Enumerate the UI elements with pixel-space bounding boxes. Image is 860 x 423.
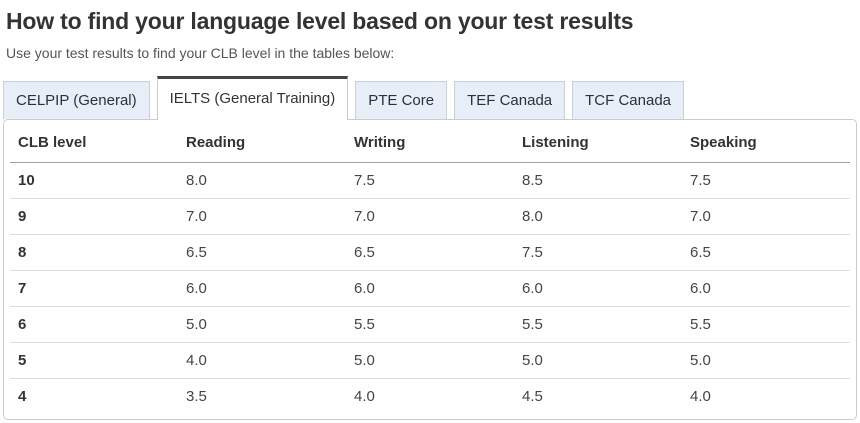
clb-level-cell: 6: [10, 306, 178, 343]
speaking-cell: 6.5: [682, 234, 850, 271]
writing-cell: 6.5: [346, 234, 514, 271]
column-header-reading: Reading: [178, 122, 346, 163]
ielts-clb-panel: CLB level Reading Writing Listening Spea…: [3, 119, 857, 420]
tab-ielts-general-training[interactable]: IELTS (General Training): [156, 76, 349, 120]
reading-cell: 7.0: [178, 198, 346, 235]
reading-cell: 3.5: [178, 378, 346, 414]
page-subtitle: Use your test results to find your CLB l…: [6, 45, 395, 61]
column-header-speaking: Speaking: [682, 122, 850, 163]
tab-tef-canada[interactable]: TEF Canada: [454, 81, 566, 119]
clb-level-cell: 5: [10, 342, 178, 379]
listening-cell: 4.5: [514, 378, 682, 414]
speaking-cell: 5.5: [682, 306, 850, 343]
clb-level-cell: 8: [10, 234, 178, 271]
writing-cell: 5.5: [346, 306, 514, 343]
clb-level-cell: 4: [10, 378, 178, 414]
test-tabs: CELPIP (General) IELTS (General Training…: [3, 76, 857, 120]
listening-cell: 5.5: [514, 306, 682, 343]
tab-tcf-canada[interactable]: TCF Canada: [572, 81, 685, 119]
tab-celpip-general[interactable]: CELPIP (General): [3, 81, 150, 119]
writing-cell: 5.0: [346, 342, 514, 379]
clb-level-cell: 10: [18, 172, 35, 189]
table-row: 5 4.0 5.0 5.0 5.0: [10, 342, 850, 379]
table-row: 4 3.5 4.0 4.5 4.0: [10, 378, 850, 414]
reading-cell: 4.0: [178, 342, 346, 379]
writing-cell: 6.0: [346, 270, 514, 307]
table-header-row: CLB level Reading Writing Listening Spea…: [10, 122, 850, 163]
tab-pte-core[interactable]: PTE Core: [355, 81, 448, 119]
table-row: 6 5.0 5.5 5.5 5.5: [10, 306, 850, 343]
table-row: 8 6.5 6.5 7.5 6.5: [10, 234, 850, 271]
page-title: How to find your language level based on…: [6, 8, 634, 34]
clb-level-cell: 9: [10, 198, 178, 235]
listening-cell: 6.0: [514, 270, 682, 307]
speaking-cell: 7.5: [690, 172, 711, 189]
column-header-listening: Listening: [514, 122, 682, 163]
clb-conversion-table: CLB level Reading Writing Listening Spea…: [10, 122, 850, 414]
listening-cell: 5.0: [514, 342, 682, 379]
column-header-writing: Writing: [346, 122, 514, 163]
table-row: 10 8.0 7.5 8.5 7.5: [10, 163, 850, 199]
listening-cell: 7.5: [514, 234, 682, 271]
reading-cell: 5.0: [178, 306, 346, 343]
table-row: 9 7.0 7.0 8.0 7.0: [10, 198, 850, 235]
writing-cell: 7.0: [346, 198, 514, 235]
reading-cell: 6.0: [178, 270, 346, 307]
clb-level-cell: 7: [10, 270, 178, 307]
reading-cell: 8.0: [186, 172, 207, 189]
listening-cell: 8.5: [522, 172, 543, 189]
speaking-cell: 4.0: [682, 378, 850, 414]
speaking-cell: 7.0: [682, 198, 850, 235]
reading-cell: 6.5: [178, 234, 346, 271]
column-header-clb-level: CLB level: [10, 122, 178, 163]
writing-cell: 4.0: [346, 378, 514, 414]
listening-cell: 8.0: [514, 198, 682, 235]
speaking-cell: 6.0: [682, 270, 850, 307]
writing-cell: 7.5: [354, 172, 375, 189]
speaking-cell: 5.0: [682, 342, 850, 379]
table-row: 7 6.0 6.0 6.0 6.0: [10, 270, 850, 307]
